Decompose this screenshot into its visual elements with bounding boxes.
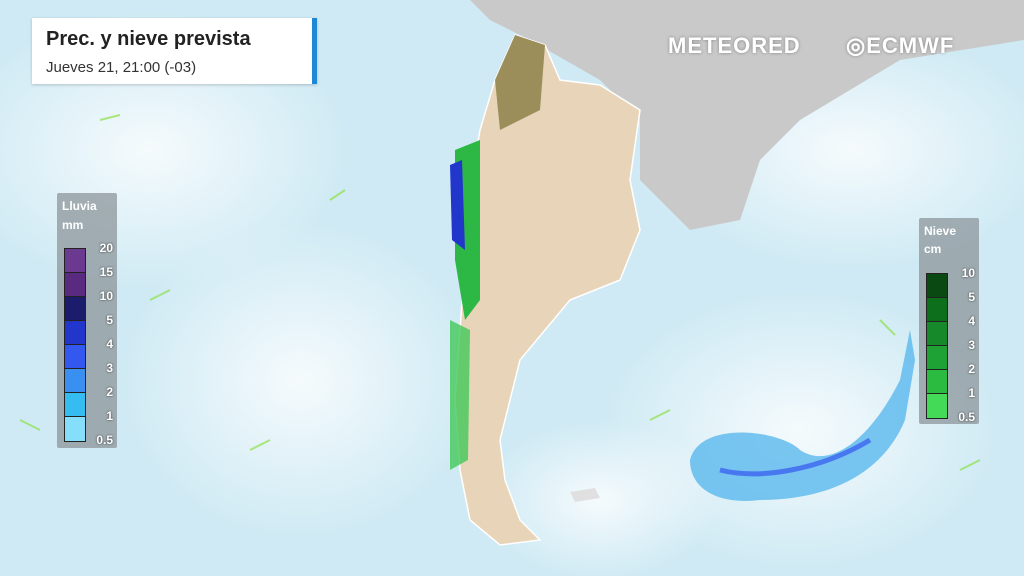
- rain-tick-label: 15: [99, 265, 113, 279]
- snow-swatch: [927, 394, 947, 418]
- snow-color-scale: [926, 273, 948, 419]
- snow-swatch: [927, 322, 947, 346]
- rain-tick-label: 20: [99, 241, 113, 255]
- rain-swatch: [65, 273, 85, 297]
- rain-tick-label: 3: [106, 361, 113, 375]
- rain-color-scale: [64, 248, 86, 442]
- snow-swatch: [927, 346, 947, 370]
- snow-legend-unit: cm: [924, 242, 942, 256]
- patagonia-snow: [450, 320, 470, 470]
- andes-highlands: [495, 35, 545, 130]
- snow-legend-title: Nieve: [924, 224, 957, 238]
- snow-legend: Nieve cm 10 5 4 3 2 1 0.5: [919, 218, 979, 424]
- rain-tick-label: 4: [106, 337, 113, 351]
- rain-swatch: [65, 345, 85, 369]
- meteored-logo: METEORED: [668, 33, 801, 58]
- cyclone-rain-band: [690, 330, 915, 501]
- rain-tick-label: 0.5: [96, 433, 113, 447]
- rain-swatch: [65, 417, 85, 441]
- wind-arrows: [19, 114, 981, 471]
- snow-swatch: [927, 298, 947, 322]
- snow-tick-label: 0.5: [958, 410, 975, 424]
- rain-swatch: [65, 249, 85, 273]
- rain-swatch: [65, 297, 85, 321]
- ecmwf-logo: ◎ECMWF: [846, 33, 955, 58]
- neighbor-countries: [470, 0, 1024, 230]
- snow-swatch: [927, 274, 947, 298]
- snow-tick-label: 4: [968, 314, 975, 328]
- snow-tick-label: 2: [968, 362, 975, 376]
- rain-legend-unit: mm: [62, 218, 84, 232]
- rain-legend: Lluvia mm 20 15 10 5 4 3 2 1 0.5: [57, 193, 117, 448]
- cloud-cover: [0, 10, 1024, 576]
- rain-tick-label: 5: [106, 313, 113, 327]
- forecast-time: Jueves 21, 21:00 (-03): [46, 59, 197, 76]
- rain-tick-label: 2: [106, 385, 113, 399]
- snow-tick-label: 5: [968, 290, 975, 304]
- chile-rain: [450, 160, 465, 250]
- snow-tick-label: 3: [968, 338, 975, 352]
- falkland-islands: [570, 488, 600, 502]
- snow-tick-label: 10: [961, 266, 975, 280]
- rain-swatch: [65, 393, 85, 417]
- snow-swatch: [927, 370, 947, 394]
- rain-tick-label: 1: [106, 409, 113, 423]
- rain-legend-title: Lluvia: [62, 199, 97, 213]
- rain-swatch: [65, 321, 85, 345]
- ecmwf-logo-text: ECMWF: [866, 33, 955, 58]
- snow-tick-label: 1: [968, 386, 975, 400]
- rain-tick-label: 10: [99, 289, 113, 303]
- map-title: Prec. y nieve prevista: [46, 28, 251, 50]
- title-box: Prec. y nieve prevista Jueves 21, 21:00 …: [32, 18, 317, 84]
- cyclone-rain-core: [719, 437, 872, 477]
- rain-swatch: [65, 369, 85, 393]
